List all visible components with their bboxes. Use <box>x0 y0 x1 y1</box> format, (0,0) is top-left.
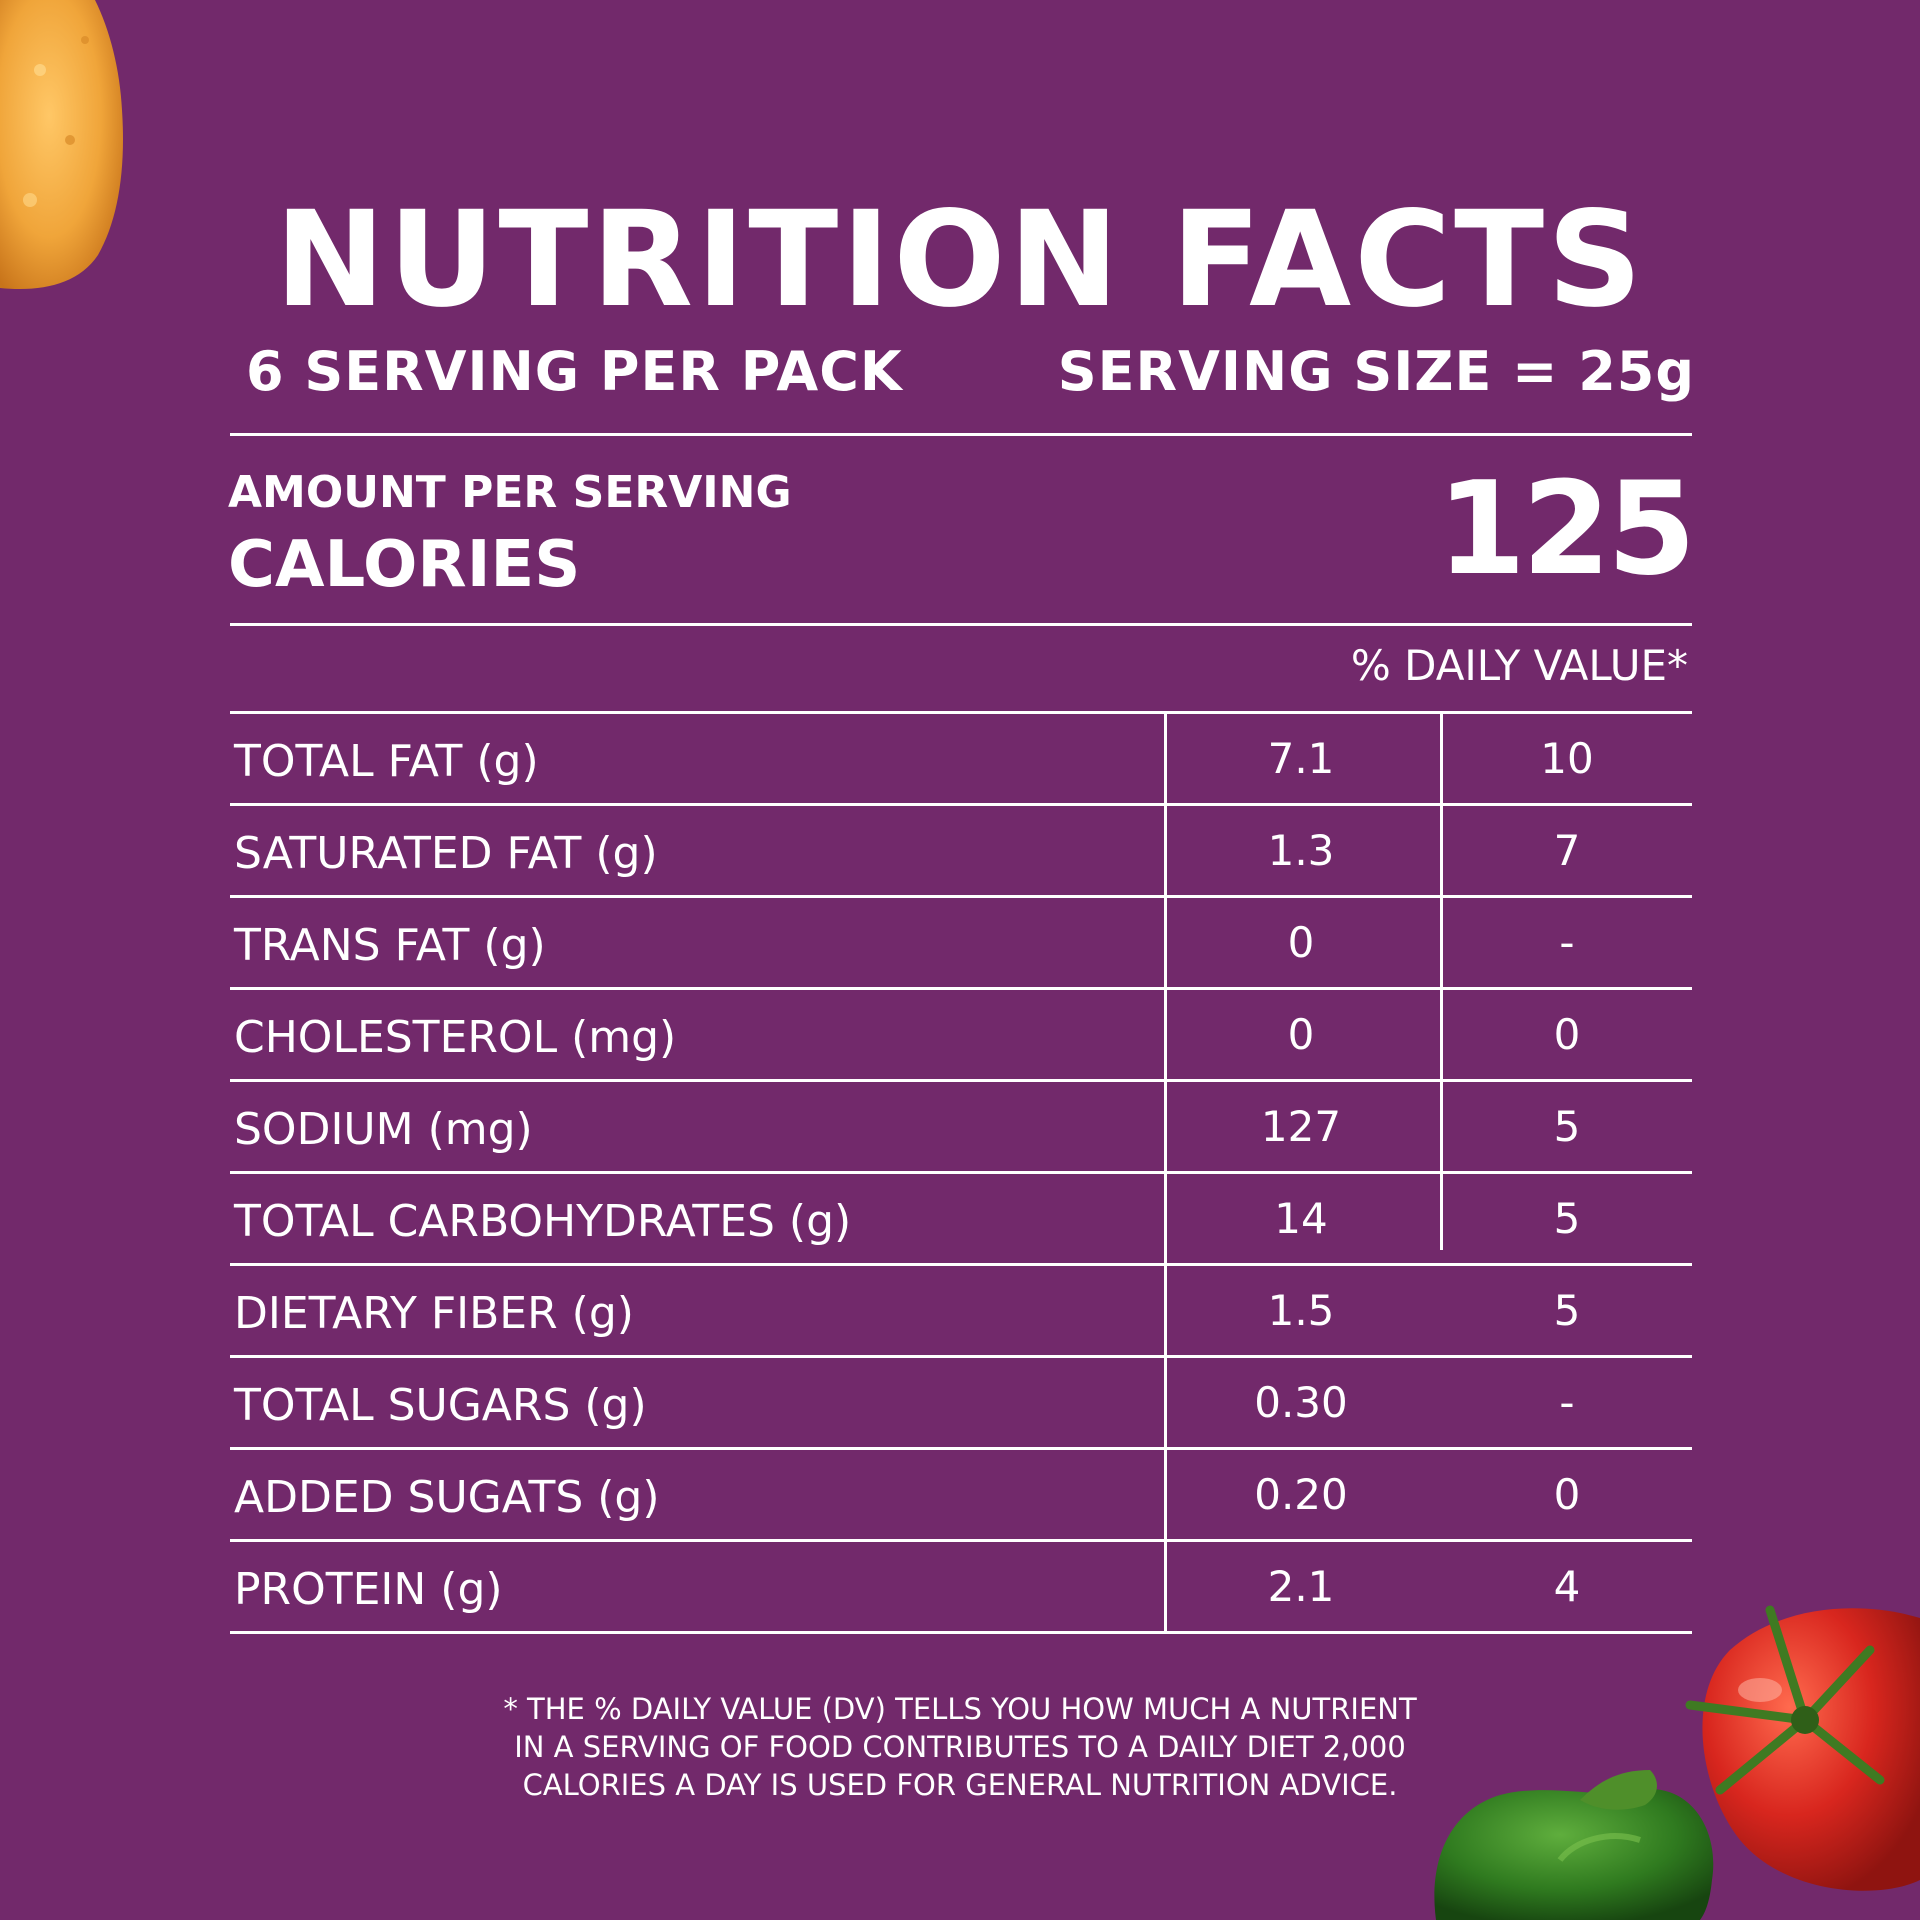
nutrient-amount: 127 <box>1260 1102 1342 1151</box>
daily-value-header: % DAILY VALUE* <box>1350 641 1688 690</box>
nutrient-daily-value: 5 <box>1553 1102 1581 1151</box>
nutrient-row-total-carbohydrates: TOTAL CARBOHYDRATES (g) 14 5 <box>230 1174 1692 1266</box>
calories-value: 125 <box>1436 455 1696 604</box>
nutrient-amount: 7.1 <box>1267 734 1335 783</box>
divider-calories <box>230 623 1692 626</box>
nutrient-row-total-sugars: TOTAL SUGARS (g) 0.30 - <box>230 1358 1692 1450</box>
nutrient-row-sodium: SODIUM (mg) 127 5 <box>230 1082 1692 1174</box>
nutrient-row-dietary-fiber: DIETARY FIBER (g) 1.5 5 <box>230 1266 1692 1358</box>
nutrient-daily-value: 5 <box>1553 1286 1581 1335</box>
footnote-line-1: * THE % DAILY VALUE (DV) TELLS YOU HOW M… <box>503 1692 1417 1726</box>
nutrient-name: CHOLESTEROL (mg) <box>234 1012 677 1063</box>
nutrient-amount: 14 <box>1274 1194 1328 1243</box>
nutrient-amount: 0.30 <box>1254 1378 1348 1427</box>
nutrient-row-saturated-fat: SATURATED FAT (g) 1.3 7 <box>230 806 1692 898</box>
nutrient-row-added-sugars: ADDED SUGATS (g) 0.20 0 <box>230 1450 1692 1542</box>
daily-value-footnote: * THE % DAILY VALUE (DV) TELLS YOU HOW M… <box>460 1690 1460 1804</box>
nutrient-name: ADDED SUGATS (g) <box>234 1472 660 1523</box>
column-divider-amount <box>1164 714 1167 1634</box>
nutrient-daily-value: - <box>1559 918 1575 967</box>
nutrition-table: TOTAL FAT (g) 7.1 10 SATURATED FAT (g) 1… <box>230 714 1692 1634</box>
page-title: NUTRITION FACTS <box>274 183 1646 337</box>
nutrient-amount: 0 <box>1287 1010 1315 1059</box>
footnote-line-3: CALORIES A DAY IS USED FOR GENERAL NUTRI… <box>522 1768 1398 1802</box>
nutrient-amount: 1.3 <box>1267 826 1335 875</box>
nutrient-name: SODIUM (mg) <box>234 1104 533 1155</box>
nutrient-name: SATURATED FAT (g) <box>234 828 658 879</box>
nutrient-amount: 1.5 <box>1267 1286 1335 1335</box>
amount-per-serving-label: AMOUNT PER SERVING <box>228 467 792 518</box>
nutrient-amount: 0 <box>1287 918 1315 967</box>
nutrient-amount: 2.1 <box>1267 1562 1335 1611</box>
column-divider-daily-value <box>1440 714 1443 1250</box>
nutrient-daily-value: 4 <box>1553 1562 1581 1611</box>
nutrient-daily-value: - <box>1559 1378 1575 1427</box>
nutrient-row-protein: PROTEIN (g) 2.1 4 <box>230 1542 1692 1634</box>
nutrient-daily-value: 5 <box>1553 1194 1581 1243</box>
serving-size: SERVING SIZE = 25g <box>1057 340 1695 403</box>
nutrient-name: TOTAL CARBOHYDRATES (g) <box>234 1196 852 1247</box>
nutrient-name: TOTAL SUGARS (g) <box>234 1380 647 1431</box>
nutrient-name: DIETARY FIBER (g) <box>234 1288 634 1339</box>
nutrient-daily-value: 7 <box>1553 826 1581 875</box>
nutrient-row-cholesterol: CHOLESTEROL (mg) 0 0 <box>230 990 1692 1082</box>
nutrient-name: TRANS FAT (g) <box>234 920 546 971</box>
divider-top <box>230 433 1692 436</box>
nutrient-amount: 0.20 <box>1254 1470 1348 1519</box>
nutrient-name: PROTEIN (g) <box>234 1564 503 1615</box>
nutrient-daily-value: 10 <box>1540 734 1594 783</box>
calories-label: CALORIES <box>228 528 581 602</box>
green-pepper-image <box>1434 1770 1714 1920</box>
nutrient-daily-value: 0 <box>1553 1470 1581 1519</box>
nutrient-daily-value: 0 <box>1553 1010 1581 1059</box>
footnote-line-2: IN A SERVING OF FOOD CONTRIBUTES TO A DA… <box>514 1730 1406 1764</box>
nutrient-row-total-fat: TOTAL FAT (g) 7.1 10 <box>230 714 1692 806</box>
nutrient-name: TOTAL FAT (g) <box>234 736 539 787</box>
servings-per-pack: 6 SERVING PER PACK <box>246 340 903 403</box>
nutrient-row-trans-fat: TRANS FAT (g) 0 - <box>230 898 1692 990</box>
tomato-image <box>1685 1605 1920 1891</box>
table-top-border <box>230 711 1692 714</box>
